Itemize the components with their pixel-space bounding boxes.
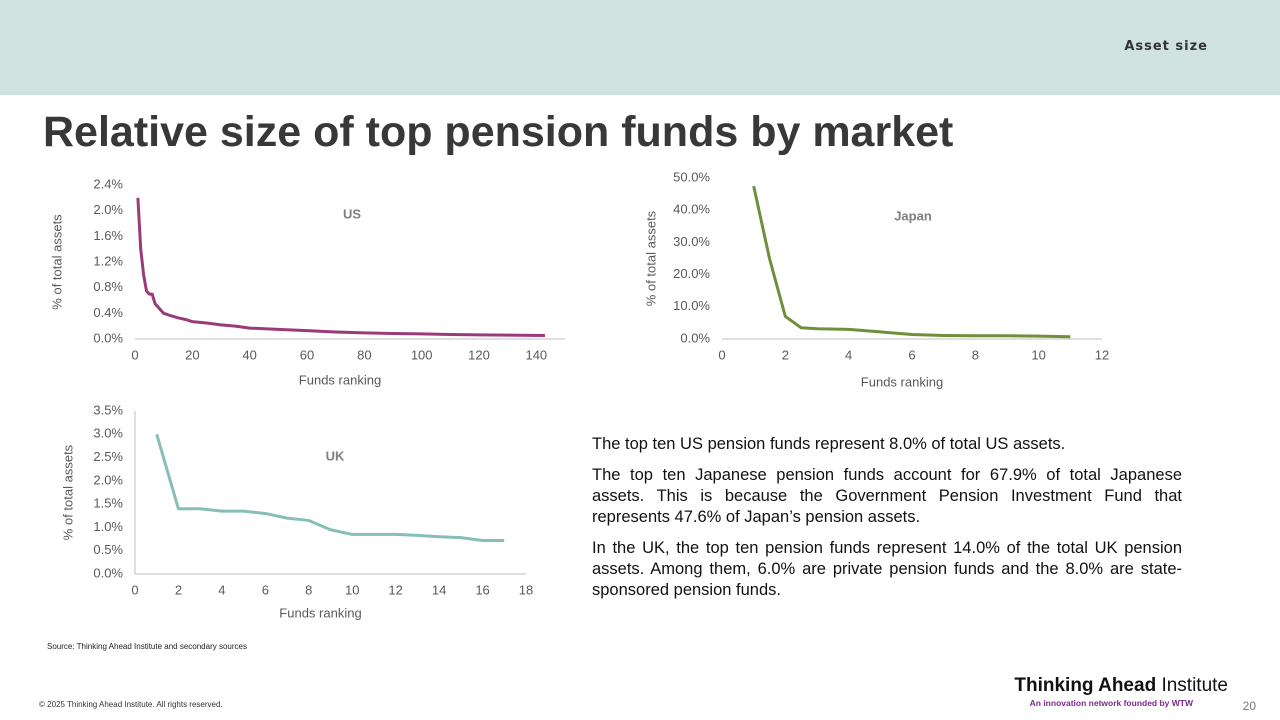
y-tick-label: 2.5%	[93, 449, 123, 464]
logo: Thinking Ahead Institute	[1014, 675, 1228, 697]
section-label: Asset size	[1124, 39, 1208, 54]
x-tick-label: 20	[185, 347, 199, 362]
x-tick-label: 140	[525, 347, 547, 362]
y-tick-label: 40.0%	[673, 202, 710, 217]
y-tick-label: 0.0%	[680, 330, 710, 345]
x-tick-label: 8	[305, 582, 312, 597]
y-tick-label: 3.5%	[93, 402, 123, 417]
x-axis-title: Funds ranking	[279, 605, 361, 620]
y-tick-label: 1.2%	[93, 253, 123, 268]
chart-label: UK	[326, 448, 345, 463]
x-tick-label: 2	[782, 347, 789, 362]
y-tick-label: 3.0%	[93, 426, 123, 441]
x-tick-label: 60	[300, 347, 314, 362]
y-tick-label: 2.0%	[93, 472, 123, 487]
y-axis-title: % of total assets	[643, 210, 658, 306]
x-tick-label: 6	[908, 347, 915, 362]
x-tick-label: 8	[972, 347, 979, 362]
x-tick-label: 16	[475, 582, 489, 597]
x-tick-label: 12	[1095, 347, 1109, 362]
tagline: An innovation network founded by WTW	[1029, 698, 1193, 708]
x-tick-label: 6	[262, 582, 269, 597]
x-tick-label: 120	[468, 347, 490, 362]
slide-title: Relative size of top pension funds by ma…	[43, 108, 954, 156]
header-band	[0, 0, 1280, 95]
x-tick-label: 14	[432, 582, 446, 597]
y-tick-label: 1.6%	[93, 228, 123, 243]
commentary: The top ten US pension funds represent 8…	[592, 434, 1182, 611]
x-tick-label: 10	[1031, 347, 1045, 362]
y-tick-label: 1.5%	[93, 496, 123, 511]
y-tick-label: 2.0%	[93, 202, 123, 217]
y-tick-label: 0.0%	[93, 565, 123, 580]
paragraph: The top ten US pension funds represent 8…	[592, 435, 1066, 453]
x-tick-label: 0	[131, 347, 138, 362]
page-number: 20	[1242, 699, 1256, 713]
y-tick-label: 10.0%	[673, 298, 710, 313]
x-tick-label: 18	[519, 582, 533, 597]
chart-label: Japan	[894, 208, 932, 223]
x-tick-label: 10	[345, 582, 359, 597]
x-tick-label: 80	[357, 347, 371, 362]
x-axis-title: Funds ranking	[861, 374, 943, 389]
source-note: Source: Thinking Ahead Institute and sec…	[47, 642, 247, 651]
x-tick-label: 12	[388, 582, 402, 597]
y-tick-label: 20.0%	[673, 266, 710, 281]
y-tick-label: 1.0%	[93, 519, 123, 534]
x-axis-title: Funds ranking	[299, 372, 381, 387]
chart-label: US	[343, 206, 361, 221]
y-tick-label: 30.0%	[673, 234, 710, 249]
series-line	[136, 197, 545, 337]
y-tick-label: 2.4%	[93, 176, 123, 191]
x-tick-label: 0	[718, 347, 725, 362]
y-tick-label: 0.5%	[93, 542, 123, 557]
y-tick-label: 0.4%	[93, 305, 123, 320]
copyright: © 2025 Thinking Ahead Institute. All rig…	[39, 700, 223, 709]
y-tick-label: 0.0%	[93, 330, 123, 345]
series-line	[752, 185, 1071, 339]
x-tick-label: 40	[242, 347, 256, 362]
logo-regular: Institute	[1161, 675, 1228, 696]
x-tick-label: 4	[845, 347, 852, 362]
y-axis-title: % of total assets	[60, 444, 75, 540]
x-tick-label: 2	[175, 582, 182, 597]
series-line	[155, 433, 505, 542]
y-tick-label: 50.0%	[673, 169, 710, 184]
y-tick-label: 0.8%	[93, 279, 123, 294]
x-tick-label: 0	[131, 582, 138, 597]
x-tick-label: 4	[218, 582, 225, 597]
y-axis-title: % of total assets	[49, 214, 64, 310]
logo-bold: Thinking Ahead	[1014, 675, 1157, 696]
x-tick-label: 100	[411, 347, 433, 362]
paragraph: The top ten Japanese pension funds accou…	[592, 466, 1182, 526]
paragraph: In the UK, the top ten pension funds rep…	[592, 539, 1182, 599]
